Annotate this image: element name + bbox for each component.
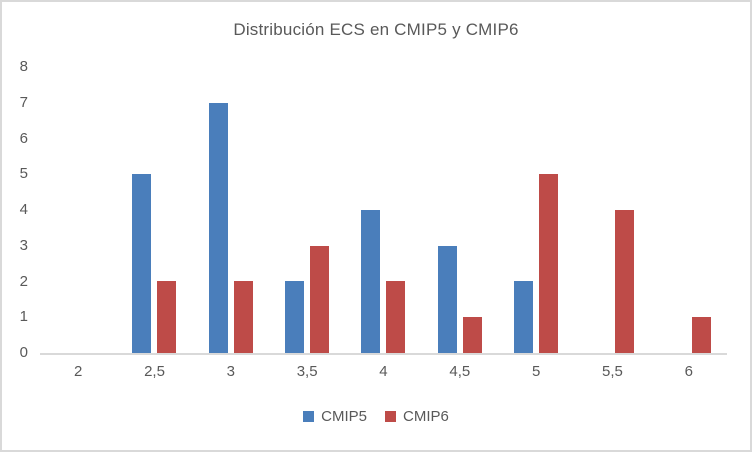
x-tick-label-3: 3 xyxy=(226,363,235,380)
x-axis-line xyxy=(40,353,727,355)
x-tick-label-4,5: 4,5 xyxy=(449,363,471,380)
legend-item-cmip6: CMIP6 xyxy=(385,408,449,425)
y-tick-label-2: 2 xyxy=(19,272,28,290)
y-tick-label-4: 4 xyxy=(19,201,28,218)
x-axis-labels: 2 2,5 3 3,5 4 4,5 5 5,5 6 xyxy=(40,363,727,380)
bar-cmip5-4 xyxy=(361,210,381,353)
x-tick-label-3,5: 3,5 xyxy=(296,363,318,380)
legend-label-cmip5: CMIP5 xyxy=(321,408,367,425)
y-tick-label-5: 5 xyxy=(19,165,28,183)
bar-group-5 xyxy=(498,67,574,353)
x-tick-label-2,5: 2,5 xyxy=(144,363,165,380)
y-tick-label-8: 8 xyxy=(19,58,28,75)
bar-cmip5-2,5 xyxy=(132,174,152,353)
bar-cmip5-3,5 xyxy=(285,281,305,353)
legend-swatch-cmip5 xyxy=(303,411,315,422)
bar-group-2 xyxy=(40,67,116,353)
y-tick-label-7: 7 xyxy=(19,93,28,111)
bar-group-6 xyxy=(651,67,727,353)
x-tick-label-5,5: 5,5 xyxy=(602,363,623,380)
legend-label-cmip6: CMIP6 xyxy=(403,408,449,425)
y-tick-label-1: 1 xyxy=(19,308,28,326)
chart-title: Distribución ECS en CMIP5 y CMIP6 xyxy=(233,20,519,39)
legend-swatch-cmip6 xyxy=(385,411,396,422)
y-tick-label-6: 6 xyxy=(19,129,28,147)
bar-group-4,5 xyxy=(422,67,498,353)
bar-cmip5-5 xyxy=(514,281,534,353)
bar-cmip6-2,5 xyxy=(157,281,177,353)
y-tick-label-3: 3 xyxy=(19,236,28,254)
bar-group-3 xyxy=(193,67,269,353)
bar-group-5,5 xyxy=(574,67,650,353)
x-tick-label-5: 5 xyxy=(531,363,541,380)
bar-cmip6-4,5 xyxy=(462,317,482,353)
bar-group-4 xyxy=(345,67,421,353)
bar-cmip6-5 xyxy=(539,174,559,353)
bar-cmip5-3 xyxy=(208,103,228,353)
bar-cmip5-4,5 xyxy=(437,246,457,353)
plot-area xyxy=(40,67,727,355)
y-tick-label-0: 0 xyxy=(19,344,28,361)
x-tick-label-2: 2 xyxy=(73,363,83,380)
legend: CMIP5 CMIP6 xyxy=(2,408,750,425)
y-axis: 0 1 2 3 4 5 6 7 8 xyxy=(2,2,28,450)
x-tick-label-4: 4 xyxy=(379,363,388,380)
bar-cmip6-3,5 xyxy=(310,246,330,353)
bar-group-3,5 xyxy=(269,67,345,353)
bar-cmip6-3 xyxy=(233,281,253,353)
bar-cmip6-5,5 xyxy=(615,210,635,353)
bar-cmip6-6 xyxy=(691,317,711,353)
bar-group-2,5 xyxy=(116,67,192,353)
legend-item-cmip5: CMIP5 xyxy=(303,408,367,425)
bar-cmip6-4 xyxy=(386,281,406,353)
x-tick-label-6: 6 xyxy=(684,363,693,380)
